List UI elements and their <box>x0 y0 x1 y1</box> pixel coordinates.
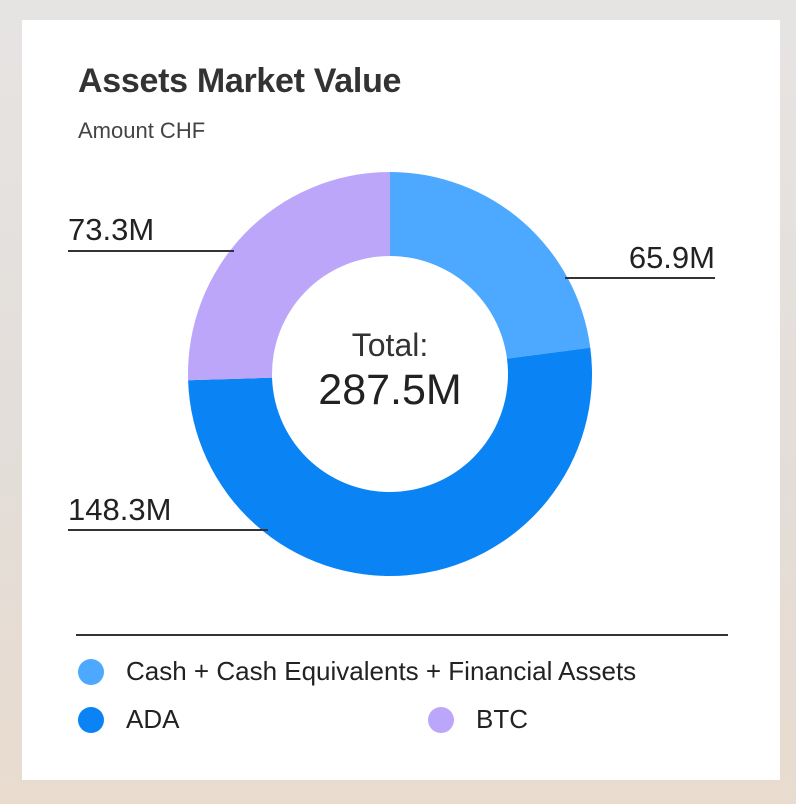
legend-swatch-btc <box>428 706 454 733</box>
legend-swatch-ada <box>78 706 104 733</box>
legend-swatch-cash <box>78 658 104 685</box>
chart-title: Assets Market Value <box>78 62 402 100</box>
legend-label-cash: Cash + Cash Equivalents + Financial Asse… <box>126 656 637 686</box>
legend-label-ada: ADA <box>126 704 180 734</box>
chart-card: Assets Market Value Amount CHF 65.9M 148.… <box>22 20 780 780</box>
legend-item-cash: Cash + Cash Equivalents + Financial Asse… <box>78 656 636 687</box>
value-label-btc: 73.3M <box>68 212 154 247</box>
legend-divider <box>76 634 728 636</box>
chart-subtitle: Amount CHF <box>78 118 206 143</box>
donut-chart: 65.9M 148.3M 73.3M Total:287.5M <box>68 172 715 576</box>
slice-ada <box>188 347 592 576</box>
slice-btc <box>188 172 390 381</box>
slice-cash <box>390 172 591 359</box>
legend-item-ada: ADA <box>78 704 179 735</box>
value-label-cash: 65.9M <box>629 240 715 275</box>
center-total-value: 287.5M <box>318 366 461 414</box>
value-label-ada: 148.3M <box>68 492 171 527</box>
center-label: Total: <box>352 327 428 363</box>
legend-label-btc: BTC <box>476 704 528 734</box>
legend-item-btc: BTC <box>428 704 528 735</box>
